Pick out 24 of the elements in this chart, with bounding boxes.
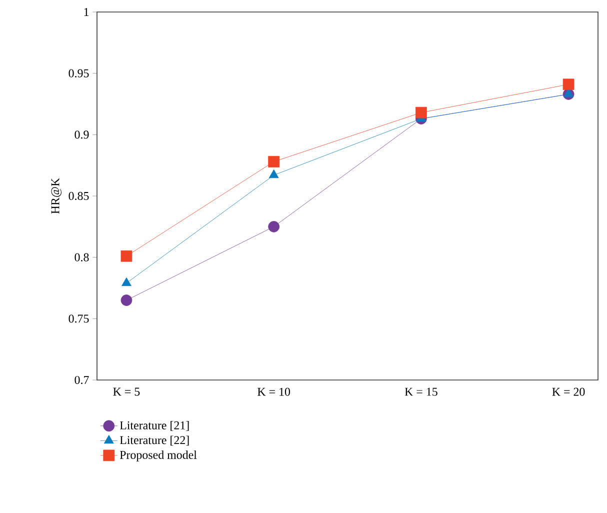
point [416, 106, 427, 118]
legend-label: Proposed model [120, 450, 197, 462]
y-axis-title: HR@K [51, 178, 62, 214]
y-tick-label: 1 [84, 8, 89, 16]
point [268, 169, 279, 178]
point [564, 88, 574, 98]
point [268, 220, 280, 232]
x-tick-label: K = 10 [258, 388, 290, 396]
point [120, 250, 132, 262]
y-tick-label: 0.95 [68, 69, 89, 78]
x-tick-label: K = 15 [404, 388, 438, 396]
y-tick-label: 0.8 [74, 253, 89, 262]
legend-label: Literature [21] [120, 420, 189, 431]
x-tick-label: K = 20 [552, 388, 585, 396]
y-tick-label: 0.85 [68, 192, 89, 200]
point [122, 277, 132, 286]
point [120, 294, 132, 306]
y-tick-label: 0.7 [74, 376, 89, 384]
y-tick-label: 0.9 [74, 130, 89, 139]
point [268, 156, 280, 168]
y-tick-label: 0.75 [68, 314, 89, 323]
legend-label: Literature [22] [120, 436, 189, 446]
x-tick-label: K = 5 [113, 388, 140, 396]
point [562, 78, 574, 90]
